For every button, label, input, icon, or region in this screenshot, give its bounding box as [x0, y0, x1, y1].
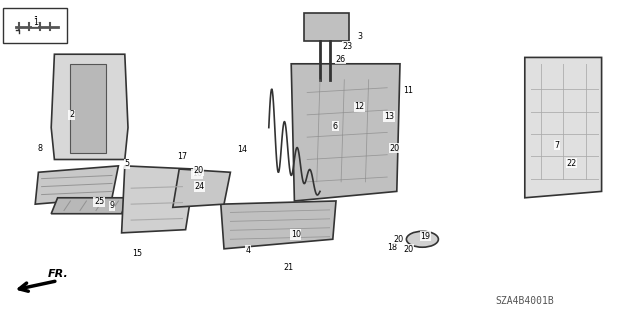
Circle shape — [406, 231, 438, 247]
Text: SZA4B4001B: SZA4B4001B — [495, 296, 554, 307]
Polygon shape — [525, 57, 602, 198]
Polygon shape — [35, 166, 118, 204]
Text: 8: 8 — [38, 144, 43, 153]
Polygon shape — [291, 64, 400, 201]
Polygon shape — [70, 64, 106, 153]
Text: 7: 7 — [554, 141, 559, 150]
Polygon shape — [122, 166, 195, 233]
Text: 16: 16 — [192, 169, 202, 178]
Text: 20: 20 — [403, 245, 413, 254]
Polygon shape — [51, 54, 128, 160]
Text: 24: 24 — [195, 182, 205, 191]
Text: 14: 14 — [237, 145, 247, 154]
Text: 10: 10 — [291, 230, 301, 239]
Text: 23: 23 — [342, 42, 353, 51]
Text: 4: 4 — [246, 246, 251, 255]
Text: 26: 26 — [335, 55, 346, 63]
Text: 21: 21 — [283, 263, 293, 272]
Text: 13: 13 — [384, 112, 394, 121]
Text: FR.: FR. — [48, 269, 68, 279]
Text: 11: 11 — [403, 86, 413, 95]
Text: 2: 2 — [69, 110, 74, 119]
Text: 5: 5 — [124, 159, 129, 168]
Text: 3: 3 — [358, 32, 363, 41]
FancyBboxPatch shape — [3, 8, 67, 43]
Polygon shape — [221, 201, 336, 249]
Text: 18: 18 — [387, 243, 397, 252]
Text: 15: 15 — [132, 249, 143, 258]
Text: 19: 19 — [420, 232, 431, 241]
Text: 6: 6 — [333, 122, 338, 130]
Polygon shape — [51, 198, 128, 214]
Text: 1: 1 — [33, 16, 38, 25]
Text: 12: 12 — [355, 102, 365, 111]
Text: 20: 20 — [193, 166, 204, 175]
Text: 20: 20 — [393, 235, 403, 244]
Text: 25: 25 — [94, 197, 104, 206]
Polygon shape — [304, 13, 349, 41]
Text: 1: 1 — [33, 18, 38, 27]
Text: 20: 20 — [390, 144, 400, 153]
Text: 17: 17 — [177, 152, 188, 161]
Text: 9: 9 — [109, 201, 115, 210]
Polygon shape — [173, 169, 230, 207]
Text: 22: 22 — [566, 159, 577, 168]
